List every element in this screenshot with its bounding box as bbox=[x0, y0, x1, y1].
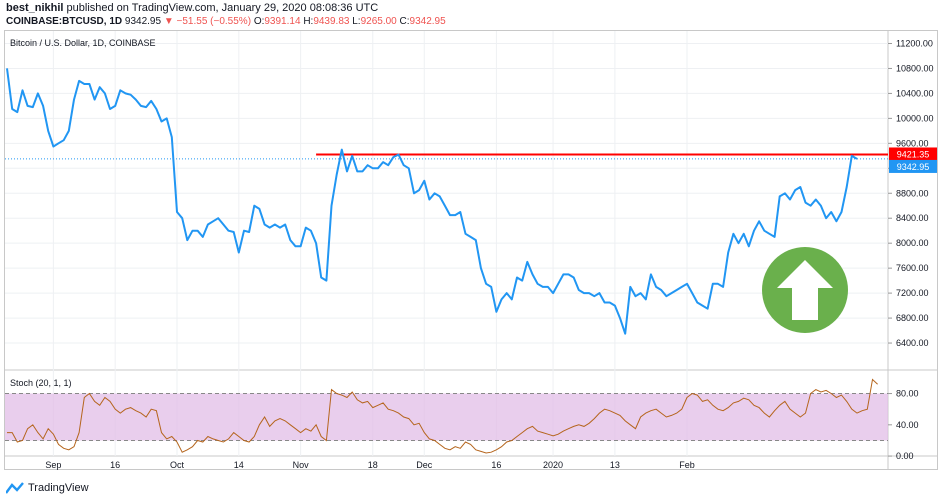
brand-name: TradingView bbox=[28, 482, 89, 494]
resistance-badge-bg bbox=[889, 147, 937, 161]
published-text: published on TradingView.com, January 29… bbox=[66, 2, 379, 14]
x-tick-label: 13 bbox=[610, 460, 620, 470]
green-up-arrow-icon bbox=[762, 247, 848, 333]
low-value: 9265.00 bbox=[360, 16, 397, 27]
price-badges: 9421.35 9342.95 bbox=[889, 147, 937, 173]
price-series bbox=[5, 68, 888, 335]
x-tick-label: 18 bbox=[368, 460, 378, 470]
low-label: L: bbox=[352, 16, 361, 27]
main-legend: Bitcoin / U.S. Dollar, 1D, COINBASE bbox=[10, 38, 156, 48]
symbol-ohlc-row: COINBASE:BTCUSD, 1D 9342.95 ▼ −51.55 (−0… bbox=[6, 16, 446, 27]
x-tick-label: Nov bbox=[293, 460, 310, 470]
price-axis: 11200.0010800.0010400.0010000.009600.009… bbox=[888, 38, 934, 461]
x-tick-label: Feb bbox=[679, 460, 695, 470]
x-tick-label: Oct bbox=[170, 460, 185, 470]
y-tick-label: 9600.00 bbox=[896, 138, 929, 148]
x-tick-label: 14 bbox=[234, 460, 244, 470]
close-label: C: bbox=[399, 16, 410, 27]
grid-lines bbox=[5, 31, 938, 470]
x-tick-label: 16 bbox=[491, 460, 501, 470]
y-tick-label: 6400.00 bbox=[896, 338, 929, 348]
y-tick-label: 8400.00 bbox=[896, 213, 929, 223]
y-tick-label: 8000.00 bbox=[896, 238, 929, 248]
x-tick-label: Dec bbox=[416, 460, 433, 470]
last-price-badge: 9342.95 bbox=[897, 162, 930, 172]
down-triangle-icon: ▼ bbox=[163, 16, 174, 27]
chart-frame bbox=[4, 30, 938, 470]
close-value: 9342.95 bbox=[409, 16, 446, 27]
open-label: O: bbox=[253, 16, 265, 27]
x-tick-label: Sep bbox=[45, 460, 61, 470]
symbol-label: COINBASE:BTCUSD, 1D bbox=[6, 16, 123, 27]
y-tick-label: 10000.00 bbox=[896, 113, 934, 123]
y-tick-label: 7200.00 bbox=[896, 288, 929, 298]
high-value: 9439.83 bbox=[313, 16, 350, 27]
author-name[interactable]: best_nikhil bbox=[6, 2, 64, 14]
tradingview-logo-icon bbox=[6, 482, 24, 494]
stoch-band bbox=[5, 393, 888, 441]
resistance-badge: 9421.35 bbox=[897, 149, 930, 159]
y-tick-label: 6800.00 bbox=[896, 313, 929, 323]
high-label: H: bbox=[303, 16, 314, 27]
tradingview-brand[interactable]: TradingView bbox=[6, 482, 89, 494]
y-tick-label: 11200.00 bbox=[896, 38, 933, 48]
stoch-y-tick-label: 40.00 bbox=[896, 420, 919, 430]
time-axis: Sep 16 Oct 14 Nov 18 Dec 16 2020 13 Feb bbox=[45, 460, 694, 470]
stoch-series bbox=[7, 378, 878, 454]
x-tick-label: 2020 bbox=[543, 460, 563, 470]
last-price-badge-bg bbox=[889, 159, 937, 173]
stoch-band-fill bbox=[5, 393, 888, 441]
y-tick-label: 10800.00 bbox=[896, 63, 934, 73]
stoch-legend: Stoch (20, 1, 1) bbox=[10, 378, 72, 388]
publish-info: best_nikhil published on TradingView.com… bbox=[6, 2, 378, 14]
y-tick-label: 8800.00 bbox=[896, 188, 929, 198]
stoch-line bbox=[7, 378, 878, 454]
price-line bbox=[6, 68, 858, 335]
price-change: −51.55 (−0.55%) bbox=[176, 16, 252, 27]
last-price: 9342.95 bbox=[124, 16, 162, 27]
open-value: 9391.14 bbox=[264, 16, 301, 27]
y-tick-label: 7600.00 bbox=[896, 263, 929, 273]
stoch-y-tick-label: 80.00 bbox=[896, 389, 919, 399]
y-tick-label: 10400.00 bbox=[896, 88, 934, 98]
stoch-y-tick-label: 0.00 bbox=[896, 451, 914, 461]
x-tick-label: 16 bbox=[110, 460, 120, 470]
